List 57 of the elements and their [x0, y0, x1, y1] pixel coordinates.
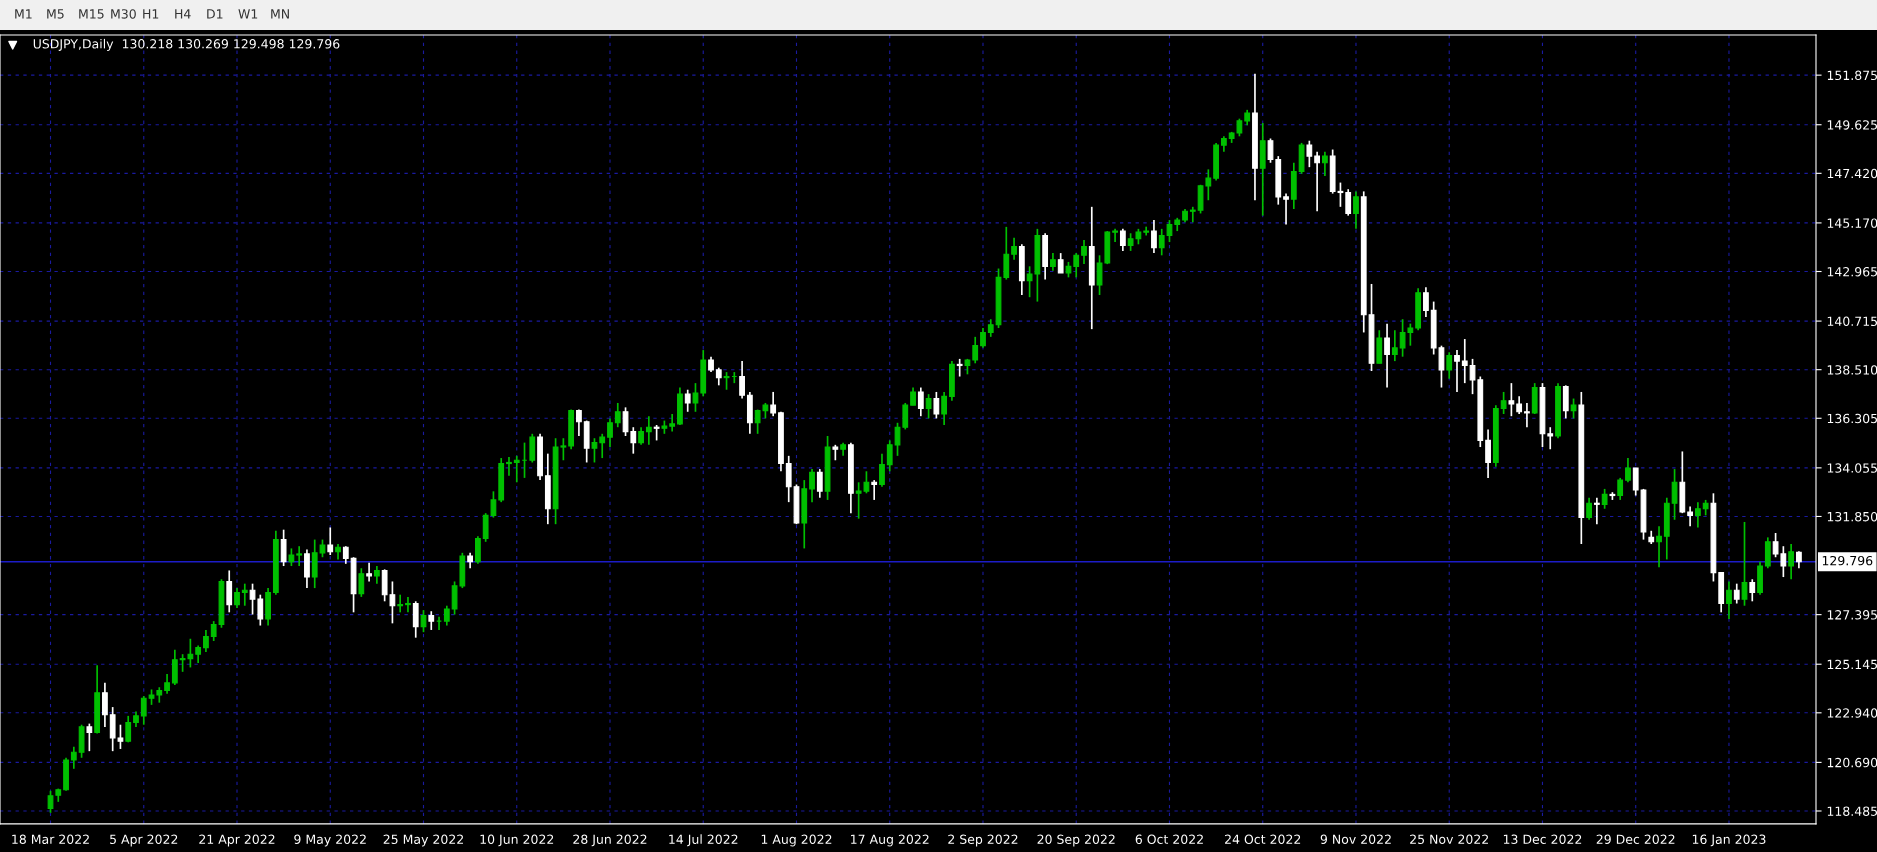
x-tick-label: 25 May 2022 [383, 834, 463, 847]
candlestick [692, 382, 699, 413]
candlestick [1143, 225, 1150, 237]
y-tick-label: 136.305 [1827, 413, 1877, 424]
y-tick-label: 140.715 [1827, 316, 1877, 327]
x-tick-label: 17 Aug 2022 [851, 834, 929, 847]
y-tick-label: 120.690 [1827, 757, 1877, 768]
y-tick-label: 147.420 [1827, 168, 1877, 179]
candlestick [591, 437, 598, 464]
candlestick [1112, 228, 1118, 243]
text: W1 [238, 9, 258, 19]
text: M5 [47, 9, 64, 19]
text: MN [271, 9, 289, 19]
text: H1 [143, 9, 159, 19]
x-tick-label: 21 Apr 2022 [199, 834, 275, 847]
y-tick-label: 145.170 [1827, 218, 1877, 228]
y-tick-label: 151.875 [1827, 70, 1877, 81]
candlestick [86, 722, 93, 752]
y-tick-label: 122.940 [1827, 708, 1877, 718]
candlestick [296, 545, 303, 567]
text: M30 [111, 9, 136, 19]
x-tick-label: 18 Mar 2022 [12, 834, 89, 844]
chart-title: USDJPY,Daily 130.218 130.269 129.498 129.796 [33, 38, 340, 51]
x-tick-label: 9 Nov 2022 [1320, 834, 1391, 844]
x-tick-label: 13 Dec 2022 [1503, 834, 1582, 844]
candlestick [1524, 402, 1530, 429]
text: M15 [79, 9, 104, 19]
x-tick-label: 14 Jul 2022 [669, 834, 738, 847]
candlestick [1508, 382, 1515, 418]
x-tick-label: 16 Jan 2023 [1692, 834, 1766, 847]
x-tick-label: 10 Jun 2022 [480, 834, 554, 847]
x-tick-label: 25 Nov 2022 [1410, 834, 1488, 844]
candlestick [1189, 205, 1196, 224]
y-tick-label: 149.625 [1827, 120, 1877, 130]
candlestick [933, 391, 940, 420]
x-tick-label: 24 Oct 2022 [1225, 834, 1301, 844]
text: D1 [207, 9, 223, 19]
x-tick-label: 29 Dec 2022 [1596, 834, 1675, 844]
y-tick-label: 118.485 [1827, 806, 1877, 816]
x-tick-label: 9 May 2022 [294, 834, 366, 847]
y-tick-label: 134.055 [1827, 463, 1877, 473]
y-tick-label: 127.395 [1827, 610, 1877, 620]
x-tick-label: 6 Oct 2022 [1135, 834, 1203, 844]
text: H4 [175, 9, 191, 19]
x-tick-label: 20 Sep 2022 [1037, 834, 1115, 847]
text: M1 [15, 9, 32, 19]
candlestick [1500, 391, 1507, 415]
y-tick-label: 131.850 [1827, 511, 1877, 522]
ref-line-label: 129.796 [1822, 555, 1873, 566]
y-tick-label: 138.510 [1827, 365, 1877, 375]
x-tick-label: 5 Apr 2022 [110, 834, 178, 847]
y-tick-label: 142.965 [1827, 266, 1877, 277]
x-tick-label: 1 Aug 2022 [761, 834, 832, 847]
candlestick [1306, 139, 1313, 168]
y-tick-label: 125.145 [1827, 659, 1877, 670]
x-tick-label: 28 Jun 2022 [573, 834, 647, 847]
x-tick-label: 2 Sep 2022 [948, 834, 1018, 847]
